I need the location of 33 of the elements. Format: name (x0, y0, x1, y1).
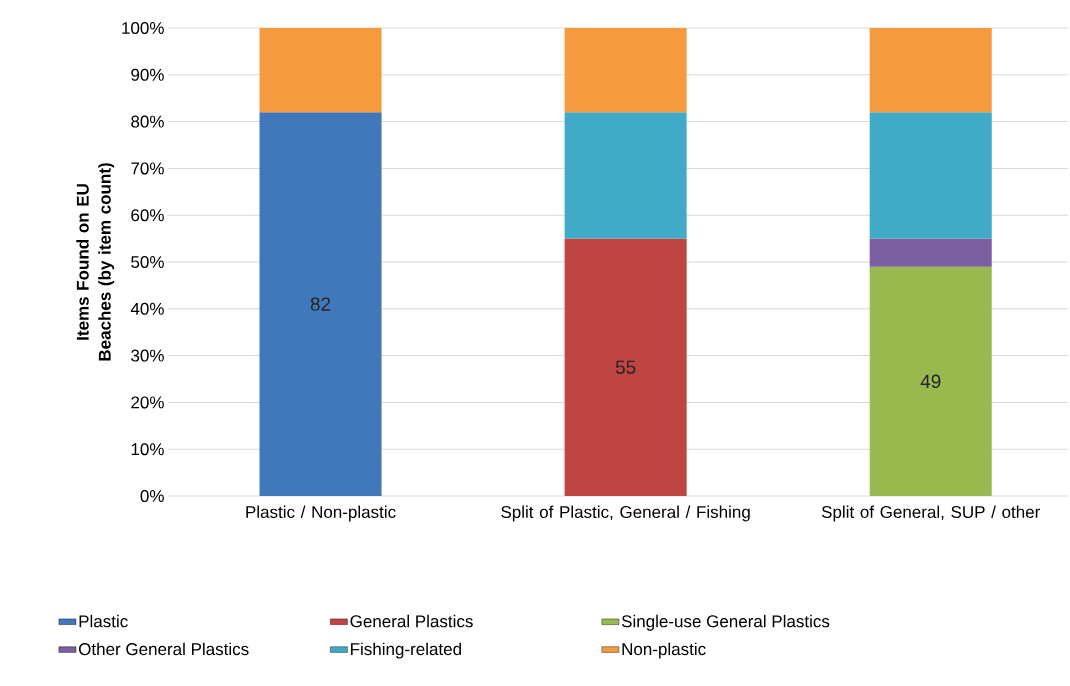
x-tick-label: Split of General, SUP / other (821, 505, 1041, 522)
data-label: 55 (615, 360, 636, 374)
bar (869, 238, 992, 267)
legend-label: Other General Plastics (78, 642, 249, 656)
bar (869, 266, 992, 496)
legend-label: Non-plastic (622, 642, 706, 659)
y-tick-label: 100% (122, 21, 164, 35)
y-tick-label: 80% (131, 115, 164, 128)
y-tick-label: 50% (131, 255, 164, 269)
bar (869, 28, 992, 113)
bar (869, 112, 992, 239)
y-tick-label: 40% (130, 302, 164, 315)
bar (564, 238, 687, 496)
x-tick-label: Plastic / Non-plastic (246, 505, 396, 522)
y-axis-title: Items Found on EU Beaches (by item count) (76, 163, 115, 361)
y-tick-label: 70% (131, 162, 164, 175)
y-tick-label: 10% (131, 443, 164, 456)
legend-label: Plastic (79, 614, 128, 628)
legend-label: Fishing-related (351, 642, 461, 659)
bar (259, 28, 382, 113)
y-tick-label: 60% (131, 209, 164, 222)
y-tick-label: 90% (131, 68, 164, 81)
data-label: 49 (920, 374, 941, 389)
bar (259, 112, 382, 496)
legend-label: Single-use General Plastics (621, 614, 830, 631)
legend-label: General Plastics (350, 614, 473, 628)
y-tick-label: 0% (140, 489, 164, 503)
bar (564, 112, 687, 239)
y-tick-label: 20% (131, 396, 164, 409)
data-label: 82 (310, 297, 331, 311)
bar (564, 28, 687, 113)
x-tick-label: Split of Plastic, General / Fishing (501, 505, 750, 522)
y-tick-label: 30% (131, 349, 164, 362)
